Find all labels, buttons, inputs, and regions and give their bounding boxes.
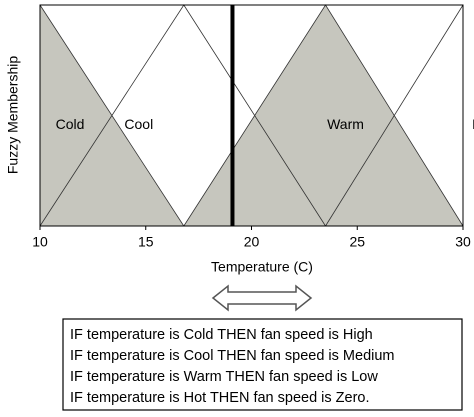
series-label: Cold bbox=[56, 116, 85, 132]
x-tick-label: 25 bbox=[349, 234, 365, 250]
plot-area: Cold Cool Warm Hot bbox=[39, 4, 474, 227]
series-label: Hot bbox=[472, 116, 474, 132]
rule: IF temperature is Cold THEN fan speed is… bbox=[70, 327, 373, 343]
rules-box bbox=[62, 318, 463, 411]
x-tick-label: 20 bbox=[244, 234, 260, 250]
rule: IF temperature is Warm THEN fan speed is… bbox=[70, 369, 378, 385]
y-axis-label: Fuzzy Membership bbox=[5, 56, 21, 174]
rule: IF temperature is Cool THEN fan speed is… bbox=[70, 348, 395, 364]
rule: IF temperature is Hot THEN fan speed is … bbox=[70, 390, 370, 406]
x-tick-label: 15 bbox=[138, 234, 154, 250]
double-arrow bbox=[211, 284, 313, 312]
x-tick-label: 10 bbox=[32, 234, 48, 250]
membership-line bbox=[325, 4, 464, 227]
membership-area bbox=[183, 5, 463, 226]
x-axis-label: Temperature (C) bbox=[211, 259, 313, 275]
series-label: Cool bbox=[124, 116, 153, 132]
x-tick-label: 30 bbox=[455, 234, 471, 250]
series-label: Warm bbox=[327, 116, 364, 132]
